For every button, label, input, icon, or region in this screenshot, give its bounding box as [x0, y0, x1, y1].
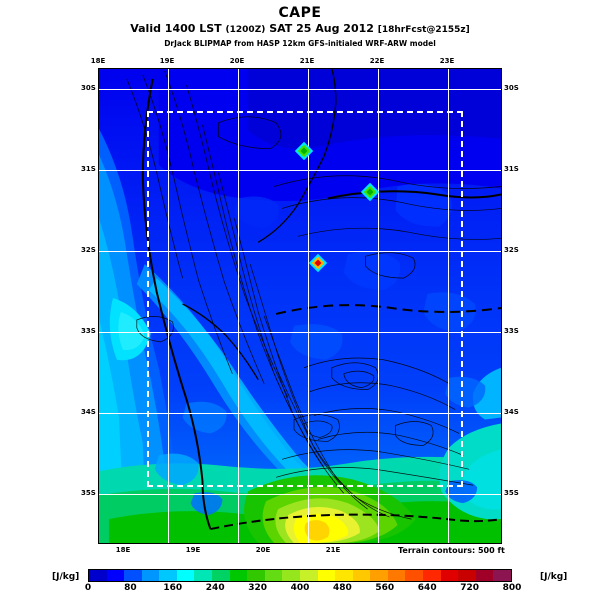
axis-label-lon-bottom-3: 21E: [325, 546, 341, 554]
axis-label-lon-bottom-1: 19E: [185, 546, 201, 554]
colorbar-swatch-18: [405, 570, 423, 581]
gridline-lat-34s: [99, 413, 501, 414]
model-source-line: DrJack BLIPMAP from HASP 12km GFS-initia…: [164, 39, 436, 48]
colorbar-tick-160: 160: [163, 583, 183, 593]
forecast-stamp: [18hrFcst@2155z]: [377, 25, 470, 35]
colorbar-unit-left: [J/kg]: [52, 572, 80, 582]
axis-label-lon-top-4: 22E: [369, 57, 385, 65]
axis-label-lon-top-0: 18E: [90, 57, 106, 65]
gridline-lat-30s: [99, 89, 501, 90]
gridline-lon-21e: [308, 69, 309, 543]
colorbar-swatch-1: [106, 570, 125, 581]
gridline-lat-31s: [99, 170, 501, 171]
title-block: CAPE Valid 1400 LST (1200Z) SAT 25 Aug 2…: [0, 6, 600, 49]
axis-label-lat-left-5: 35S: [81, 489, 96, 497]
axis-label-lat-left-4: 34S: [81, 408, 96, 416]
gridline-lat-32s: [99, 251, 501, 252]
axis-label-lat-left-0: 30S: [81, 84, 96, 92]
axis-label-lat-right-5: 35S: [504, 489, 519, 497]
colorbar-tick-labels: 0 80 160 240 320 400 480 560 640 720 800: [84, 583, 522, 595]
gridline-lat-35s: [99, 494, 501, 495]
axis-label-lat-right-4: 34S: [504, 408, 519, 416]
axis-label-lon-bottom-0: 18E: [115, 546, 131, 554]
map-frame: [98, 68, 502, 544]
colorbar-swatch-3: [141, 570, 160, 581]
colorbar-swatch-8: [229, 570, 248, 581]
axis-label-lat-right-3: 33S: [504, 327, 519, 335]
colorbar-swatch-19: [422, 570, 441, 581]
colorbar-swatch-14: [335, 570, 353, 581]
colorbar-tick-320: 320: [248, 583, 267, 593]
colorbar-swatch-17: [387, 570, 406, 581]
colorbar-swatch-0: [89, 570, 107, 581]
terrain-contour-note: Terrain contours: 500 ft: [398, 546, 505, 555]
axis-label-lat-right-1: 31S: [504, 165, 519, 173]
colorbar-tick-720: 720: [460, 583, 479, 593]
axis-label-lat-left-3: 33S: [81, 327, 96, 335]
axis-label-lat-left-1: 31S: [81, 165, 96, 173]
colorbar-swatch-5: [176, 570, 195, 581]
gridline-lon-23e: [448, 69, 449, 543]
colorbar-tick-80: 80: [124, 583, 137, 593]
valid-time-utc: (1200Z): [225, 25, 266, 35]
colorbar-swatch-13: [317, 570, 336, 581]
axis-label-lat-right-0: 30S: [504, 84, 519, 92]
colorbar-swatch-9: [247, 570, 265, 581]
colorbar-tick-400: 400: [290, 583, 310, 593]
colorbar-tick-800: 800: [502, 583, 522, 593]
colorbar-tick-560: 560: [375, 583, 395, 593]
colorbar: [88, 569, 512, 582]
gridline-lon-20e: [238, 69, 239, 543]
map-container: 18E 19E 20E 21E 22E 23E 18E 19E 20E 21E …: [81, 57, 519, 555]
gridline-lon-22e: [378, 69, 379, 543]
axis-label-lat-right-2: 32S: [504, 246, 519, 254]
colorbar-tick-480: 480: [332, 583, 352, 593]
colorbar-swatch-15: [352, 570, 371, 581]
axis-label-lat-left-2: 32S: [81, 246, 96, 254]
gridline-lat-33s: [99, 332, 501, 333]
axis-label-lon-top-3: 21E: [299, 57, 315, 65]
valid-time-local: Valid 1400 LST: [130, 22, 222, 35]
colorbar-swatch-12: [299, 570, 318, 581]
colorbar-unit-right: [J/kg]: [540, 572, 568, 582]
colorbar-swatch-22: [475, 570, 494, 581]
colorbar-swatch-23: [493, 570, 511, 581]
colorbar-tick-640: 640: [417, 583, 437, 593]
colorbar-swatch-20: [440, 570, 459, 581]
colorbar-swatch-6: [194, 570, 213, 581]
axis-label-lon-bottom-2: 20E: [255, 546, 271, 554]
colorbar-swatch-7: [212, 570, 230, 581]
model-domain-box: [147, 111, 463, 487]
axis-label-lon-top-5: 23E: [439, 57, 455, 65]
axis-label-lon-top-1: 19E: [159, 57, 175, 65]
axis-label-lon-top-2: 20E: [229, 57, 245, 65]
colorbar-swatch-2: [124, 570, 142, 581]
valid-time-line: Valid 1400 LST (1200Z) SAT 25 Aug 2012 […: [0, 22, 600, 37]
colorbar-tick-240: 240: [205, 583, 225, 593]
colorbar-swatch-10: [264, 570, 283, 581]
colorbar-swatch-4: [159, 570, 177, 581]
gridline-lon-19e: [168, 69, 169, 543]
colorbar-swatch-16: [370, 570, 388, 581]
page-title: CAPE: [278, 5, 322, 21]
valid-date: SAT 25 Aug 2012: [269, 22, 374, 35]
colorbar-tick-0: 0: [84, 583, 92, 593]
colorbar-swatch-11: [282, 570, 300, 581]
colorbar-swatch-21: [458, 570, 476, 581]
